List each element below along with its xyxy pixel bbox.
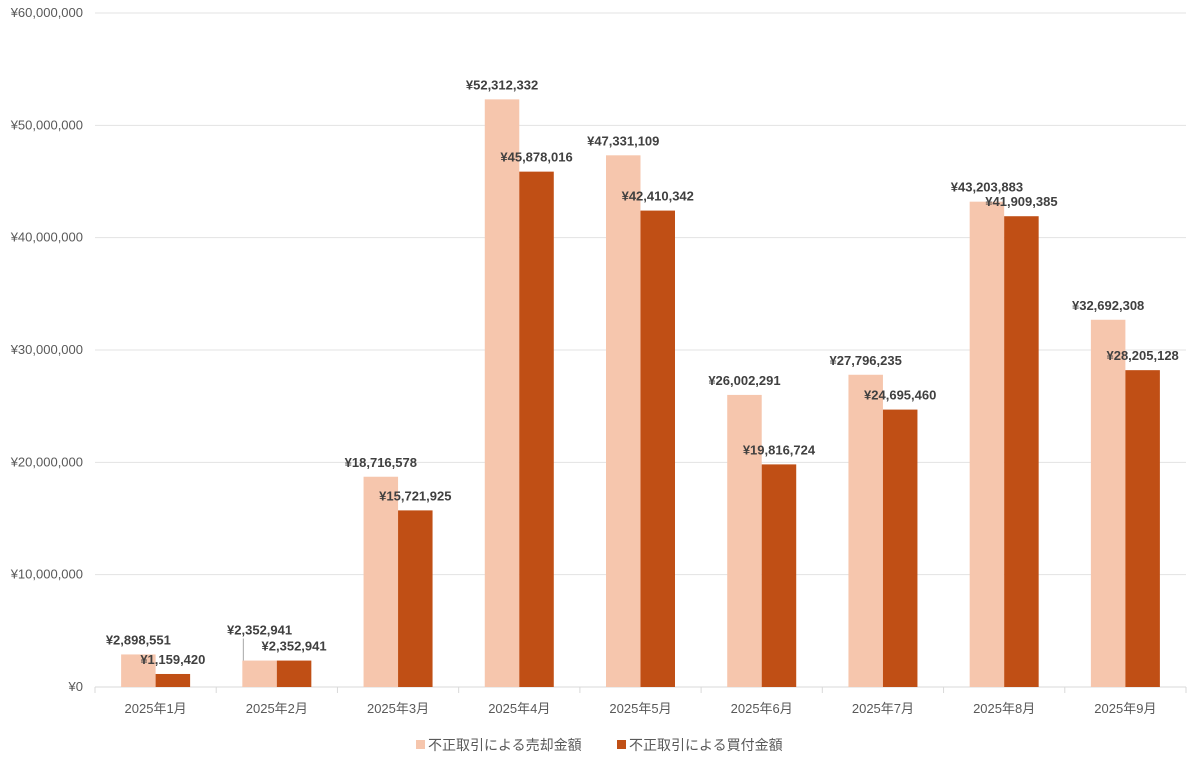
data-label: ¥43,203,883: [951, 180, 1023, 195]
y-tick-label: ¥40,000,000: [10, 230, 83, 245]
data-label: ¥2,898,551: [106, 632, 171, 647]
bar-sell: [121, 654, 156, 687]
data-label: ¥15,721,925: [379, 488, 451, 503]
bar-sell: [848, 374, 883, 687]
bar-buy: [1004, 216, 1039, 688]
data-label: ¥41,909,385: [985, 194, 1057, 209]
bar-sell: [242, 660, 277, 687]
data-label: ¥2,352,941: [262, 639, 327, 654]
x-tick-label: 2025年8月: [973, 701, 1035, 716]
legend: 不正取引による売却金額 不正取引による買付金額: [416, 737, 783, 753]
data-label: ¥18,716,578: [345, 455, 417, 470]
y-tick-label: ¥30,000,000: [10, 342, 83, 357]
x-tick-label: 2025年5月: [609, 701, 671, 716]
x-tick-label: 2025年4月: [488, 701, 550, 716]
data-label: ¥19,816,724: [743, 442, 816, 457]
bar-sell: [727, 394, 762, 687]
y-tick-label: ¥20,000,000: [10, 454, 83, 469]
bar-buy: [761, 464, 797, 687]
bar-buy: [155, 673, 191, 687]
bar-sell: [1090, 319, 1126, 687]
data-label: ¥32,692,308: [1072, 298, 1144, 313]
bar-sell: [606, 155, 641, 688]
x-tick-label: 2025年6月: [731, 701, 793, 716]
data-labels: ¥2,898,551 ¥1,159,420 ¥2,352,941¥2,352,941…: [106, 77, 1179, 667]
legend-label: 不正取引による買付金額: [629, 737, 783, 753]
y-tick-label: ¥0: [68, 679, 83, 694]
data-label: ¥45,878,016: [500, 150, 572, 165]
bar-buy: [640, 210, 675, 687]
y-tick-label: ¥60,000,000: [10, 5, 83, 20]
data-label: ¥26,002,291: [708, 373, 780, 388]
x-tick-label: 2025年7月: [852, 701, 914, 716]
legend-swatch: [617, 740, 626, 749]
x-tick-label: 2025年9月: [1094, 701, 1156, 716]
data-label: ¥52,312,332: [466, 77, 538, 92]
data-label: ¥24,695,460: [864, 388, 936, 403]
y-axis: ¥0 ¥10,000,000 ¥20,000,000 ¥30,000,000 ¥40,0…: [10, 5, 83, 694]
data-label: ¥27,796,235: [830, 353, 902, 368]
bar-sell: [363, 476, 399, 687]
bar-buy: [882, 409, 918, 687]
x-tick-label: 2025年1月: [125, 701, 187, 716]
bar-buy: [519, 171, 554, 687]
y-tick-label: ¥10,000,000: [10, 567, 83, 582]
legend-swatch: [416, 740, 425, 749]
data-label: ¥42,410,342: [622, 189, 694, 204]
bar-buy: [1125, 370, 1160, 687]
bar-buy: [276, 660, 312, 687]
bar-sell: [484, 99, 520, 687]
bars: [121, 99, 1160, 688]
x-tick-label: 2025年2月: [246, 701, 308, 716]
data-label: ¥28,205,128: [1106, 348, 1178, 363]
bar-sell: [969, 201, 1005, 687]
bar-buy: [398, 510, 433, 687]
legend-label: 不正取引による売却金額: [428, 737, 582, 753]
data-label: ¥47,331,109: [587, 133, 659, 148]
x-tick-label: 2025年3月: [367, 701, 429, 716]
data-label: ¥2,352,941: [227, 623, 292, 638]
y-tick-label: ¥50,000,000: [10, 117, 83, 132]
data-label: ¥1,159,420: [140, 652, 205, 667]
x-axis: 2025年1月 2025年2月 2025年3月 2025年4月 2025年5月 2025年…: [94, 687, 1187, 716]
